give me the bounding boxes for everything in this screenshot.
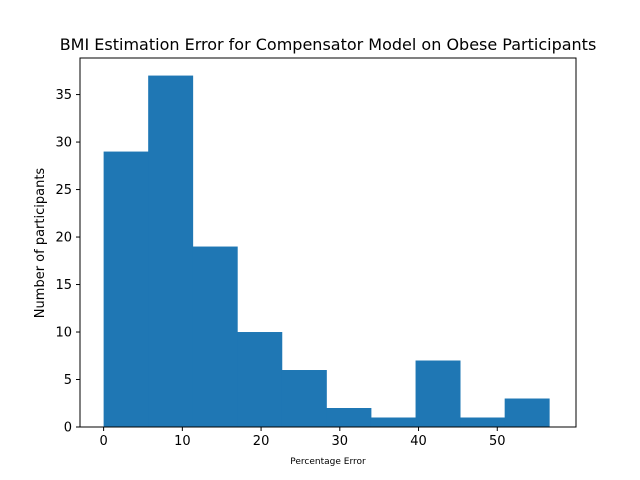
x-tick-label: 50 [489, 434, 506, 449]
y-tick-label: 20 [55, 231, 72, 246]
y-tick-label: 15 [55, 278, 72, 293]
histogram-bar [460, 417, 506, 427]
y-tick-label: 35 [55, 88, 72, 103]
histogram-bar [326, 408, 372, 427]
y-tick-label: 5 [64, 373, 72, 388]
y-tick-label: 25 [55, 183, 72, 198]
x-axis-ticks: 0 10 20 30 40 50 [99, 427, 506, 449]
x-tick-label: 40 [410, 434, 427, 449]
histogram-bar [281, 370, 327, 427]
plot-frame [79, 57, 577, 428]
bars-group [103, 75, 550, 427]
histogram-bar [148, 75, 194, 427]
histogram-bar [103, 151, 149, 427]
x-tick-label: 0 [99, 434, 107, 449]
x-axis-label: Percentage Error [290, 457, 366, 467]
chart-title: BMI Estimation Error for Compensator Mod… [60, 35, 597, 54]
x-tick-label: 30 [332, 434, 349, 449]
histogram-bar [504, 398, 550, 427]
histogram-bar [237, 332, 283, 427]
y-axis-label: Number of participants [33, 168, 48, 319]
y-tick-label: 30 [55, 136, 72, 151]
x-tick-label: 10 [174, 434, 191, 449]
y-tick-label: 10 [55, 326, 72, 341]
y-axis-ticks: 0 5 10 15 20 25 30 35 [55, 88, 80, 436]
x-tick-label: 20 [253, 434, 270, 449]
y-tick-label: 0 [64, 421, 72, 436]
histogram-bar [192, 246, 238, 427]
histogram-bar [370, 417, 416, 427]
histogram-bar [415, 360, 461, 427]
